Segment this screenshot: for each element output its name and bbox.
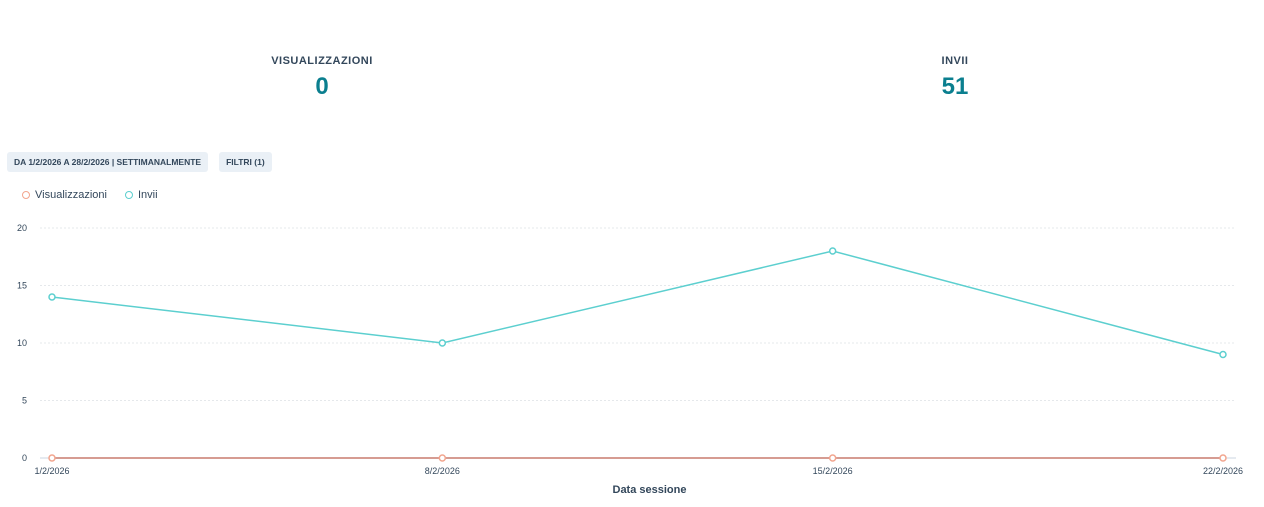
x-axis-title: Data sessione — [613, 484, 687, 496]
legend-item-visualizzazioni[interactable]: Visualizzazioni — [22, 189, 107, 201]
kpi-visualizzazioni: VISUALIZZAZIONI 0 — [172, 55, 472, 101]
chart-legend: Visualizzazioni Invii — [22, 189, 158, 201]
series-line-invii — [51, 250, 1224, 356]
legend-label: Visualizzazioni — [35, 189, 107, 201]
legend-marker-visualizzazioni — [22, 191, 30, 199]
data-point-visualizzazioni — [48, 454, 56, 462]
x-tick-label: 1/2/2026 — [34, 466, 69, 476]
kpi-label: VISUALIZZAZIONI — [271, 55, 373, 67]
y-tick-label: 20 — [17, 223, 27, 233]
legend-label: Invii — [137, 189, 158, 201]
kpi-invii: INVII 51 — [805, 55, 1105, 101]
data-point-invii — [1219, 350, 1227, 359]
kpi-value: 51 — [941, 73, 969, 100]
data-point-visualizzazioni — [828, 454, 837, 462]
y-tick-label: 10 — [17, 338, 27, 348]
x-tick-label: 22/2/2026 — [1203, 466, 1243, 476]
legend-item-invii[interactable]: Invii — [124, 189, 158, 201]
y-tick-label: 0 — [22, 453, 27, 463]
filter-bar: DA 1/2/2026 A 28/2/2026 | SETTIMANALMENT… — [7, 152, 272, 172]
data-point-visualizzazioni — [438, 454, 447, 462]
data-point-invii — [48, 293, 56, 301]
x-tick-label: 8/2/2026 — [425, 466, 460, 476]
kpi-value: 0 — [315, 73, 329, 100]
legend-marker-invii — [124, 191, 133, 199]
y-tick-label: 5 — [22, 396, 27, 406]
filters-button[interactable]: FILTRI (1) — [219, 152, 272, 172]
y-tick-label: 15 — [17, 281, 27, 291]
data-point-invii — [438, 339, 447, 347]
data-point-invii — [828, 247, 837, 255]
data-point-visualizzazioni — [1219, 454, 1227, 462]
kpi-label: INVII — [941, 55, 969, 67]
date-range-filter-button[interactable]: DA 1/2/2026 A 28/2/2026 | SETTIMANALMENT… — [7, 152, 209, 172]
x-tick-label: 15/2/2026 — [813, 466, 853, 476]
